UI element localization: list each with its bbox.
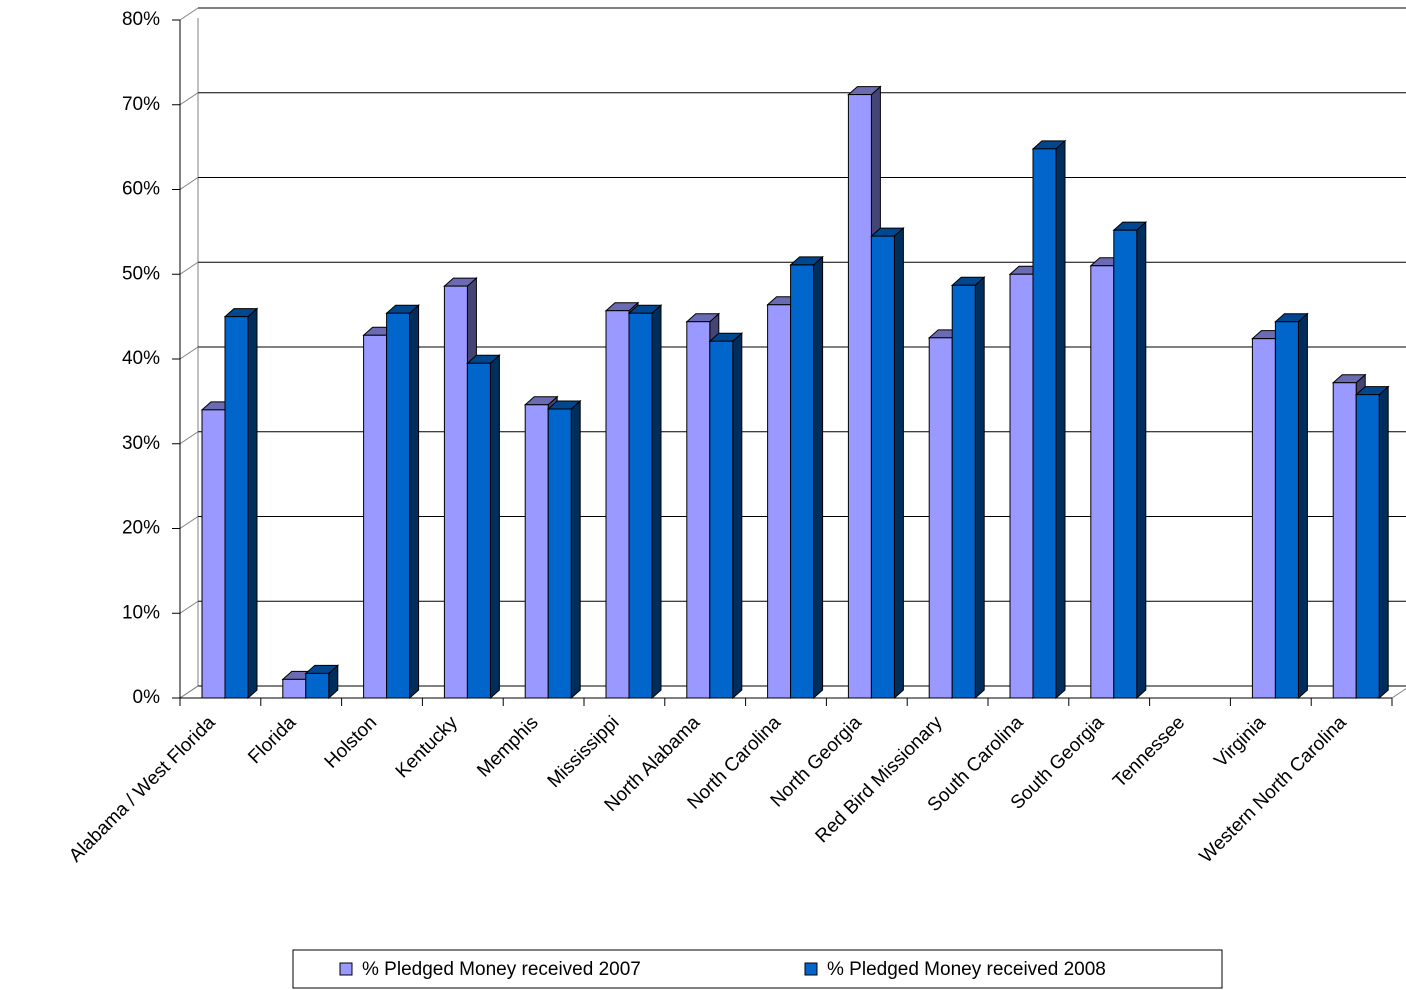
y-tick-label: 0%	[133, 687, 161, 708]
grid-diagonal	[179, 346, 199, 360]
legend-box	[292, 949, 1223, 989]
bar	[466, 354, 501, 700]
grid-diagonal	[179, 261, 199, 275]
bar	[1031, 139, 1067, 700]
bar-front	[466, 362, 491, 699]
bar-side	[813, 255, 824, 700]
bar-front	[1274, 321, 1299, 699]
bar	[546, 399, 582, 700]
bar	[1112, 221, 1148, 700]
bar-front	[524, 404, 549, 699]
bar-front	[201, 409, 226, 699]
bar-front	[547, 408, 572, 699]
x-tick-label: Holston	[321, 712, 381, 772]
x-tick-label: Florida	[244, 712, 300, 768]
x-tick-label: Kentucky	[392, 712, 462, 782]
grid-diagonal	[179, 92, 199, 106]
bar-front	[1113, 229, 1138, 699]
grid-diagonal	[179, 177, 199, 190]
bar-side	[1297, 312, 1308, 700]
bar-front	[224, 316, 249, 699]
y-tick-label: 60%	[122, 179, 160, 200]
bar	[627, 304, 663, 700]
bar-side	[409, 304, 420, 700]
bar-side	[1136, 221, 1147, 700]
bar-side	[247, 307, 258, 700]
bar-front	[1355, 394, 1380, 699]
bar-front	[709, 340, 734, 699]
bar-side	[1378, 385, 1389, 700]
x-tick-label: Western North Carolina	[1196, 712, 1351, 867]
bar	[708, 332, 744, 700]
bar-front	[605, 310, 630, 699]
y-tick-label: 10%	[122, 602, 160, 623]
bar-side	[651, 304, 662, 700]
bar-side	[732, 332, 743, 700]
legend-swatch	[339, 962, 353, 976]
bar-front	[928, 337, 953, 699]
bar-front	[1332, 382, 1357, 699]
grid-diagonal	[179, 431, 199, 445]
bar-front	[847, 94, 872, 699]
bar-front	[443, 285, 468, 699]
x-tick-label: Mississippi	[544, 712, 624, 792]
bar-front	[1251, 338, 1276, 699]
bar	[789, 255, 824, 700]
y-tick-label: 50%	[122, 263, 160, 284]
y-tick-label: 70%	[122, 94, 160, 115]
bar-front	[951, 284, 976, 699]
grid-diagonal	[179, 7, 199, 21]
bar-front	[686, 321, 711, 699]
bar-front	[767, 304, 792, 699]
x-tick-label: Tennessee	[1109, 712, 1189, 792]
bar	[223, 307, 259, 700]
grid-diagonal	[179, 685, 199, 699]
bar-front	[1032, 148, 1057, 699]
grid-diagonal	[179, 516, 199, 529]
bar	[1274, 312, 1309, 700]
y-tick-label: 40%	[122, 348, 160, 369]
bar-front	[282, 678, 307, 699]
y-tick-label: 20%	[122, 518, 160, 539]
y-tick-label: 80%	[122, 9, 160, 30]
legend: % Pledged Money received 2007 % Pledged M…	[292, 949, 1223, 989]
grid-diagonal	[179, 600, 199, 614]
bar-front	[386, 312, 411, 699]
bar-front	[1090, 265, 1115, 699]
y-tick-label: 30%	[122, 433, 160, 454]
bar-side	[570, 399, 581, 700]
bar-front	[628, 312, 653, 699]
bar-side	[489, 354, 500, 700]
x-tick-label: Memphis	[473, 712, 542, 781]
bar	[870, 226, 905, 700]
legend-swatch	[804, 962, 818, 976]
x-tick-label: Virginia	[1210, 712, 1270, 772]
bar	[950, 276, 986, 700]
bar-front	[790, 264, 815, 699]
bar-side	[1055, 139, 1066, 700]
bar	[385, 304, 420, 700]
x-tick-label: Alabama / West Florida	[65, 712, 220, 867]
bar-side	[893, 226, 904, 700]
legend-label: % Pledged Money received 2008	[827, 959, 1106, 980]
bar-side	[974, 276, 985, 700]
bar-front	[1009, 273, 1034, 699]
bar	[1354, 385, 1390, 700]
legend-label: % Pledged Money received 2007	[362, 959, 641, 980]
bar	[304, 664, 340, 700]
bar-front	[305, 672, 330, 699]
bar-front	[870, 235, 895, 699]
bar-front	[363, 334, 388, 699]
